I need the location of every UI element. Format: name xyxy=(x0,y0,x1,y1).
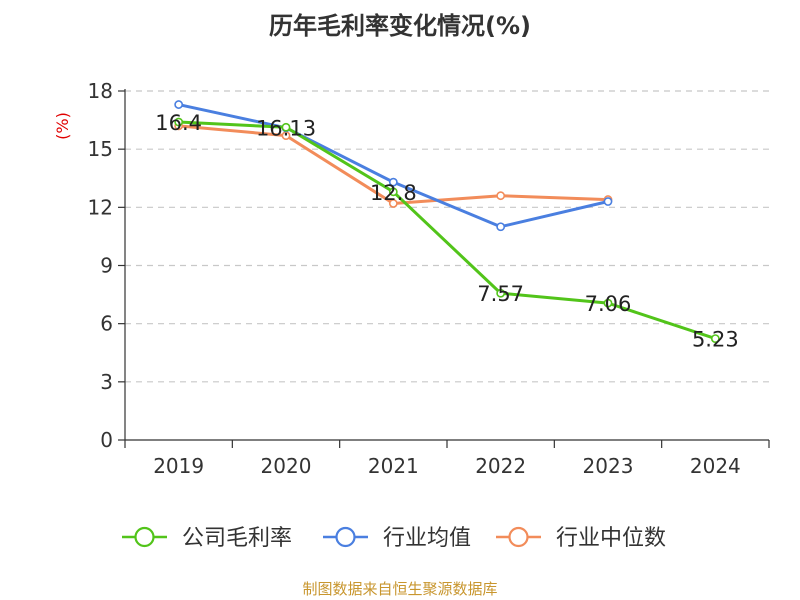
x-tick-label-2023: 2023 xyxy=(583,454,634,478)
legend-label-2: 行业中位数 xyxy=(556,526,666,551)
point-0-2024 xyxy=(710,334,720,343)
y-tick-label-6: 6 xyxy=(100,312,113,336)
source-note: 制图数据来自恒生聚源数据库 xyxy=(302,580,497,598)
point-0-2021 xyxy=(388,187,398,197)
legend-marker-1 xyxy=(335,526,356,548)
grid-lines xyxy=(125,90,769,383)
point-2-2022 xyxy=(496,191,506,201)
y-tick-label-18: 18 xyxy=(88,79,113,103)
data-label-2022: 7.57 xyxy=(477,282,524,306)
x-tick-label-2021: 2021 xyxy=(368,454,419,478)
y-axis-label: (%) xyxy=(53,112,72,140)
axes: 0 3 6 9 12 15 18 2019 2020 2021 2022 2023 2024 xyxy=(88,79,770,478)
data-labels: 16.4 16.13 12.8 7.57 7.06 5.23 xyxy=(155,111,738,352)
legend-marker-2 xyxy=(508,526,529,548)
legend-marker-0 xyxy=(134,526,155,548)
series-0 xyxy=(174,117,720,343)
point-0-2023 xyxy=(603,298,613,308)
legend: 公司毛利率 行业均值 行业中位数 xyxy=(122,526,666,551)
y-tick-label-9: 9 xyxy=(100,254,113,278)
series-line-1 xyxy=(178,103,609,229)
chart-title: 历年毛利率变化情况(%) xyxy=(269,12,531,40)
data-label-2023: 7.06 xyxy=(585,292,632,316)
x-tick-label-2019: 2019 xyxy=(153,454,204,478)
legend-item-2: 行业中位数 xyxy=(496,526,666,551)
data-label-2020: 16.13 xyxy=(256,116,316,140)
point-0-2019 xyxy=(174,117,184,127)
data-label-2021: 12.8 xyxy=(370,181,417,205)
y-tick-label-12: 12 xyxy=(88,195,113,219)
data-label-2019: 16.4 xyxy=(155,111,202,135)
series-1 xyxy=(174,100,613,232)
point-0-2020 xyxy=(281,122,291,132)
y-tick-label-3: 3 xyxy=(100,370,113,394)
legend-label-1: 行业均值 xyxy=(383,526,471,551)
y-tick-label-0: 0 xyxy=(100,428,113,452)
legend-item-0: 公司毛利率 xyxy=(122,526,292,551)
point-0-2022 xyxy=(496,288,506,298)
series-layer xyxy=(174,100,720,343)
data-label-2024: 5.23 xyxy=(692,328,739,352)
point-1-2021 xyxy=(388,177,398,187)
point-1-2022 xyxy=(496,222,506,232)
point-1-2023 xyxy=(603,197,613,206)
x-tick-label-2022: 2022 xyxy=(475,454,526,478)
legend-label-0: 公司毛利率 xyxy=(182,526,292,551)
y-tick-label-15: 15 xyxy=(88,137,113,161)
x-tick-label-2020: 2020 xyxy=(261,454,312,478)
legend-item-1: 行业均值 xyxy=(323,526,471,551)
x-tick-label-2024: 2024 xyxy=(690,454,741,478)
series-line-0 xyxy=(178,120,716,341)
point-2-2021 xyxy=(388,199,398,208)
point-1-2019 xyxy=(174,100,184,109)
